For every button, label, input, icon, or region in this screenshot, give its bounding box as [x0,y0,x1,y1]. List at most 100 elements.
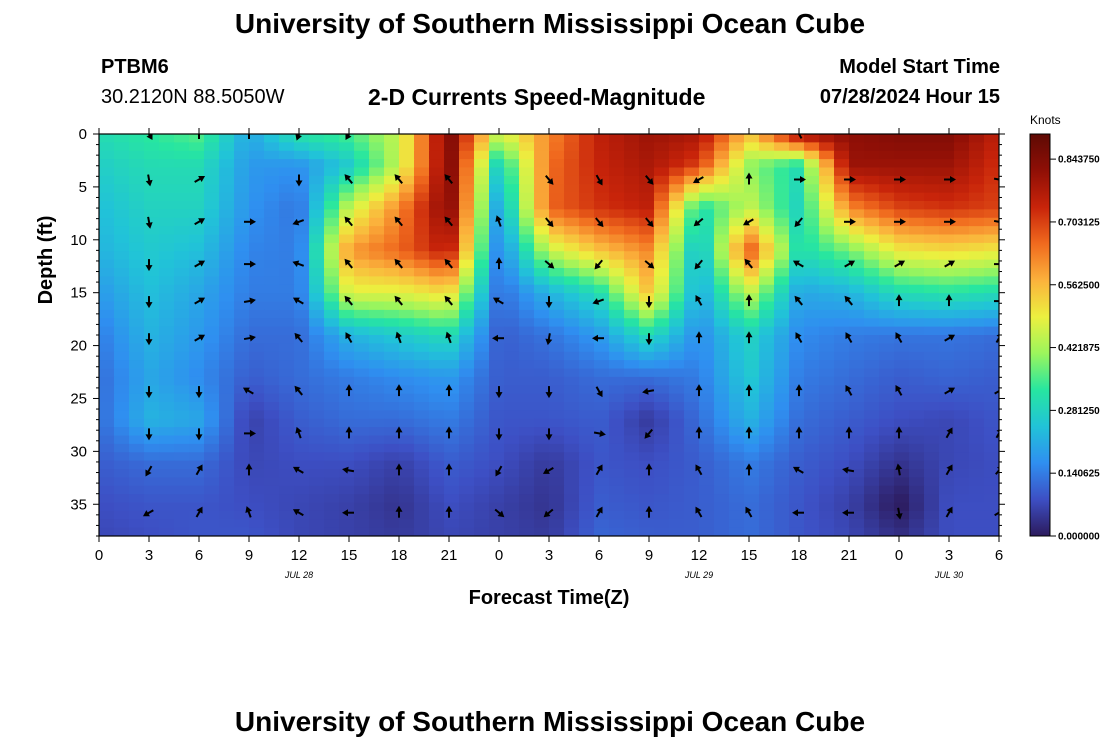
heatmap-cell [594,368,610,378]
heatmap-cell [309,385,325,395]
heatmap-cell [234,385,250,395]
heatmap-cell [144,418,160,428]
heatmap-cell [279,167,295,177]
heatmap-cell [354,360,370,370]
heatmap-cell [189,343,205,353]
heatmap-cell [699,351,715,361]
heatmap-cell [534,351,550,361]
current-arrow [295,174,303,187]
heatmap-cell [174,452,190,462]
heatmap-cell [414,469,430,478]
heatmap-cell [774,510,790,520]
heatmap-cell [534,452,550,462]
heatmap-cell [924,452,940,462]
heatmap-cell [954,142,970,152]
heatmap-cell [144,226,160,236]
heatmap-cell [564,435,580,445]
heatmap-cell [549,217,565,227]
x-tick-label: 6 [595,547,603,564]
heatmap-cell [969,217,985,227]
heatmap-cell [759,276,775,286]
heatmap-cell [459,309,475,319]
heatmap-cell [324,268,340,277]
current-arrow [492,297,504,305]
y-tick-label: 20 [70,338,87,355]
heatmap-cell [849,510,865,520]
heatmap-cell [609,326,625,336]
heatmap-cell [849,418,865,428]
heatmap-cell [354,477,370,487]
heatmap-cell [669,385,685,395]
heatmap-cell [609,485,625,495]
heatmap-cell [309,242,325,252]
current-arrow [792,509,804,517]
heatmap-cell [684,485,700,495]
heatmap-cell [834,519,850,529]
heatmap-cell [549,435,565,445]
heatmap-cell [204,251,220,261]
heatmap-cell [894,309,910,319]
current-arrow [345,134,353,141]
heatmap-cell [789,443,805,453]
heatmap-cell [399,259,415,269]
heatmap-cell [414,175,430,185]
heatmap-cell [534,309,550,319]
heatmap-cell [354,494,370,504]
heatmap-cell [684,259,700,269]
heatmap-cell [609,259,625,269]
heatmap-cell [324,184,340,194]
heatmap-cell [564,469,580,478]
heatmap-cell [864,452,880,462]
heatmap-cell [294,217,310,227]
heatmap-cell [864,527,880,536]
heatmap-cell [774,368,790,378]
heatmap-cell [789,418,805,428]
heatmap-cell [459,242,475,252]
heatmap-cell [834,184,850,194]
heatmap-cell [519,318,535,328]
heatmap-cell [654,134,670,143]
heatmap-cell [129,251,145,261]
heatmap-cell [489,242,505,252]
heatmap-cell [414,209,430,219]
heatmap-cell [894,159,910,169]
heatmap-cell [414,309,430,319]
heatmap-cell [429,251,445,261]
heatmap-cell [159,134,175,143]
heatmap-cell [369,192,385,202]
current-arrow [595,217,604,228]
heatmap-cell [339,301,355,311]
heatmap-cell [354,251,370,261]
current-arrow [792,260,804,268]
heatmap-cell [114,268,130,277]
heatmap-cell [534,510,550,520]
heatmap-cell [864,134,880,143]
heatmap-cell [414,284,430,294]
current-arrow [695,295,703,306]
heatmap-cell [834,477,850,487]
heatmap-cell [969,418,985,428]
heatmap-cell [279,142,295,152]
heatmap-cell [264,301,280,311]
heatmap-cell [654,150,670,160]
heatmap-cell [114,192,130,202]
heatmap-cell [789,318,805,328]
heatmap-cell [804,242,820,252]
heatmap-cell [849,326,865,336]
heatmap-cell [459,435,475,445]
heatmap-cell [894,326,910,336]
heatmap-cell [519,477,535,487]
heatmap-cell [309,309,325,319]
heatmap-cell [489,376,505,386]
heatmap-cell [729,201,745,210]
heatmap-cell [354,385,370,395]
heatmap-cell [159,360,175,370]
heatmap-cell [849,335,865,344]
heatmap-cell [969,385,985,395]
heatmap-cell [414,393,430,403]
heatmap-cell [384,385,400,395]
heatmap-cell [744,519,760,529]
heatmap-cell [369,134,385,143]
heatmap-cell [684,326,700,336]
current-arrow [792,466,804,474]
